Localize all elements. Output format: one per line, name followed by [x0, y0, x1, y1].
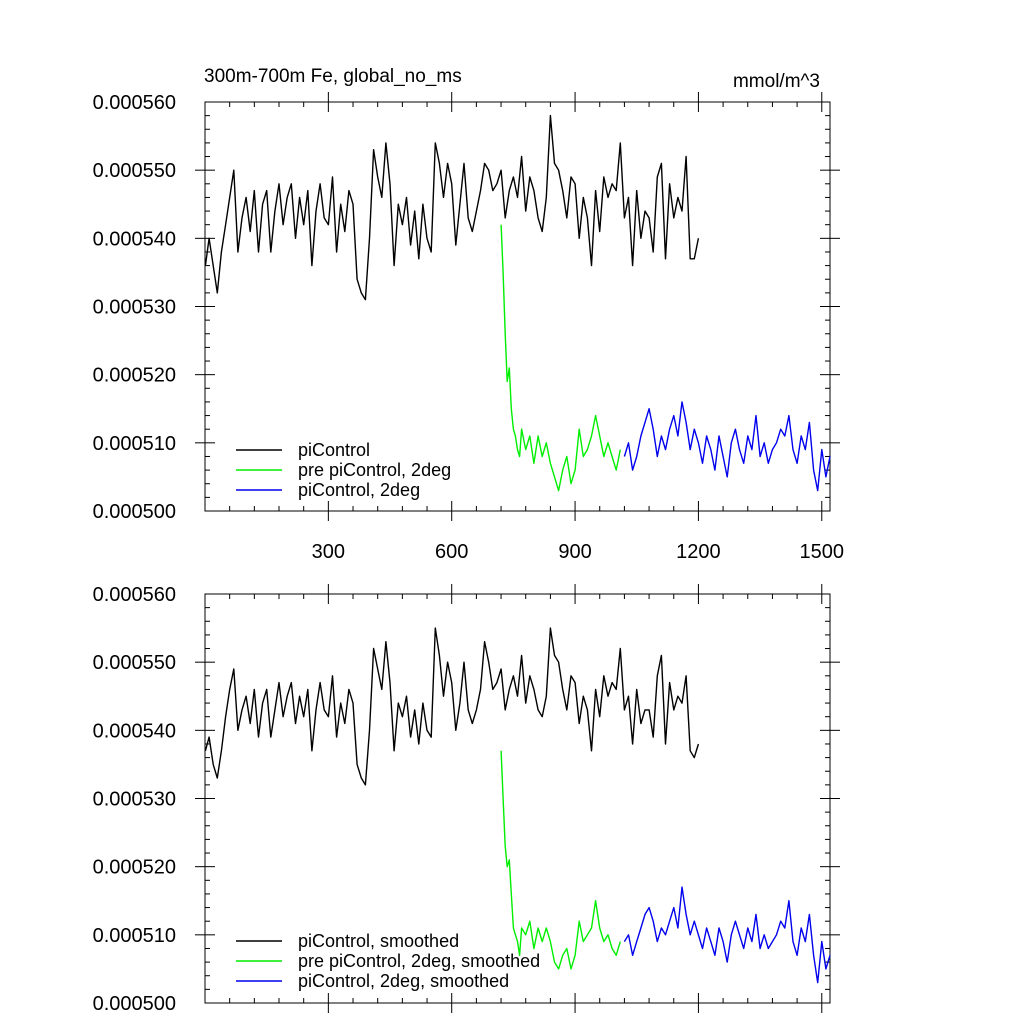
- legend-label: piControl, 2deg: [298, 480, 420, 500]
- y-tick-label: 0.000510: [93, 925, 176, 947]
- chart-bottom-series: [204, 627, 831, 984]
- y-tick-label: 0.000560: [93, 92, 176, 114]
- chart-top-axes: 300 600 900 1200 1500 0.000500 0.000510 0.00052…: [93, 92, 844, 563]
- chart-top: 300m-700m Fe, global_no_ms mmol/m^3 300 6…: [93, 66, 844, 563]
- y-tick-label: 0.000540: [93, 228, 176, 250]
- series-line-bottom-1: [500, 750, 621, 970]
- legend-label: piControl, 2deg, smoothed: [298, 971, 509, 991]
- chart-top-title-left: 300m-700m Fe, global_no_ms: [204, 66, 462, 87]
- y-tick-label: 0.000500: [93, 501, 176, 523]
- x-tick-label: 900: [558, 541, 591, 563]
- series-line-bottom-2: [623, 886, 831, 984]
- y-tick-label: 0.000530: [93, 297, 176, 319]
- legend-label: piControl: [298, 440, 370, 460]
- x-tick-label: 1200: [676, 541, 721, 563]
- y-tick-label: 0.000510: [93, 433, 176, 455]
- series-line-top-0: [204, 114, 700, 301]
- legend-label: pre piControl, 2deg: [298, 460, 451, 480]
- chart-bottom-axes: 0.000500 0.000510 0.000520 0.000530 0.000540…: [93, 584, 840, 1015]
- y-tick-label: 0.000550: [93, 160, 176, 182]
- x-tick-label: 300: [312, 541, 345, 563]
- y-tick-label: 0.000560: [93, 584, 176, 606]
- y-tick-label: 0.000550: [93, 652, 176, 674]
- y-tick-label: 0.000530: [93, 789, 176, 811]
- x-tick-label: 1500: [800, 541, 845, 563]
- chart-top-title-right: mmol/m^3: [733, 71, 820, 92]
- series-line-bottom-0: [204, 627, 700, 786]
- y-tick-label: 0.000540: [93, 720, 176, 742]
- chart-top-series: [204, 114, 831, 492]
- series-line-top-1: [500, 224, 621, 492]
- x-tick-label: 600: [435, 541, 468, 563]
- series-line-top-2: [623, 401, 831, 492]
- legend-label: piControl, smoothed: [298, 931, 459, 951]
- y-tick-label: 0.000520: [93, 857, 176, 879]
- chart-bottom: 0.000500 0.000510 0.000520 0.000530 0.000540…: [93, 584, 840, 1015]
- y-tick-label: 0.000520: [93, 365, 176, 387]
- y-tick-label: 0.000500: [93, 993, 176, 1015]
- legend-label: pre piControl, 2deg, smoothed: [298, 951, 540, 971]
